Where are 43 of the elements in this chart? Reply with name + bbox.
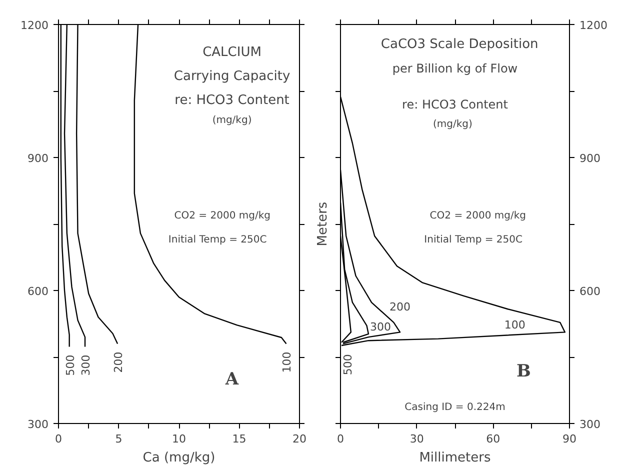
x-axis-title: Millimeters (419, 450, 491, 466)
annotation: Initial Temp = 250C (424, 234, 522, 246)
y-tick-label: 900 (580, 152, 600, 165)
annotation: B (516, 362, 531, 382)
x-axis-title: Ca (mg/kg) (142, 450, 216, 466)
series-label: 200 (390, 300, 411, 314)
text: 500 (64, 354, 77, 376)
annotation: A (224, 370, 240, 390)
annotation: CaCO3 Scale Deposition (380, 36, 538, 52)
y-tick-label: 1200 (20, 19, 49, 32)
text: 200 (112, 352, 126, 373)
annotation: (mg/kg) (433, 118, 473, 130)
annotation: re: HCO3 Content (174, 92, 290, 108)
x-tick-label: 5 (115, 432, 122, 446)
y-tick-label: 900 (28, 152, 49, 165)
y-tick-label: 600 (28, 285, 49, 298)
annotation: CO2 = 2000 mg/kg (430, 210, 526, 222)
x-tick-label: 10 (172, 432, 186, 446)
series-label: 100 (504, 318, 526, 332)
y-tick-label: 1200 (580, 19, 608, 32)
y-axis-title: Meters (316, 202, 330, 246)
x-tick-label: 0 (337, 432, 344, 446)
x-tick-label: 15 (232, 432, 246, 446)
x-tick-label: 90 (562, 432, 576, 446)
annotation: Casing ID = 0.224m (404, 402, 506, 414)
legend-label: 100 (280, 352, 294, 373)
x-tick-label: 30 (410, 432, 424, 446)
text: 300 (80, 354, 93, 376)
x-tick-label: 60 (486, 432, 500, 446)
annotation: Initial Temp = 250C (168, 234, 267, 246)
x-tick-label: 0 (55, 432, 62, 446)
annotation: per Billion kg of Flow (392, 61, 518, 76)
x-tick-label: 20 (292, 432, 306, 446)
y-tick-label: 600 (580, 285, 600, 298)
series-label: 300 (370, 320, 391, 334)
legend-label: 500 (341, 354, 354, 376)
annotation: CO2 = 2000 mg/kg (174, 210, 270, 222)
annotation: Carrying Capacity (174, 68, 290, 84)
y-tick-label: 300 (28, 418, 49, 431)
annotation: re: HCO3 Content (402, 97, 508, 112)
y-tick-label: 300 (580, 418, 600, 431)
annotation: (mg/kg) (212, 114, 252, 126)
annotation: CALCIUM (202, 44, 262, 60)
